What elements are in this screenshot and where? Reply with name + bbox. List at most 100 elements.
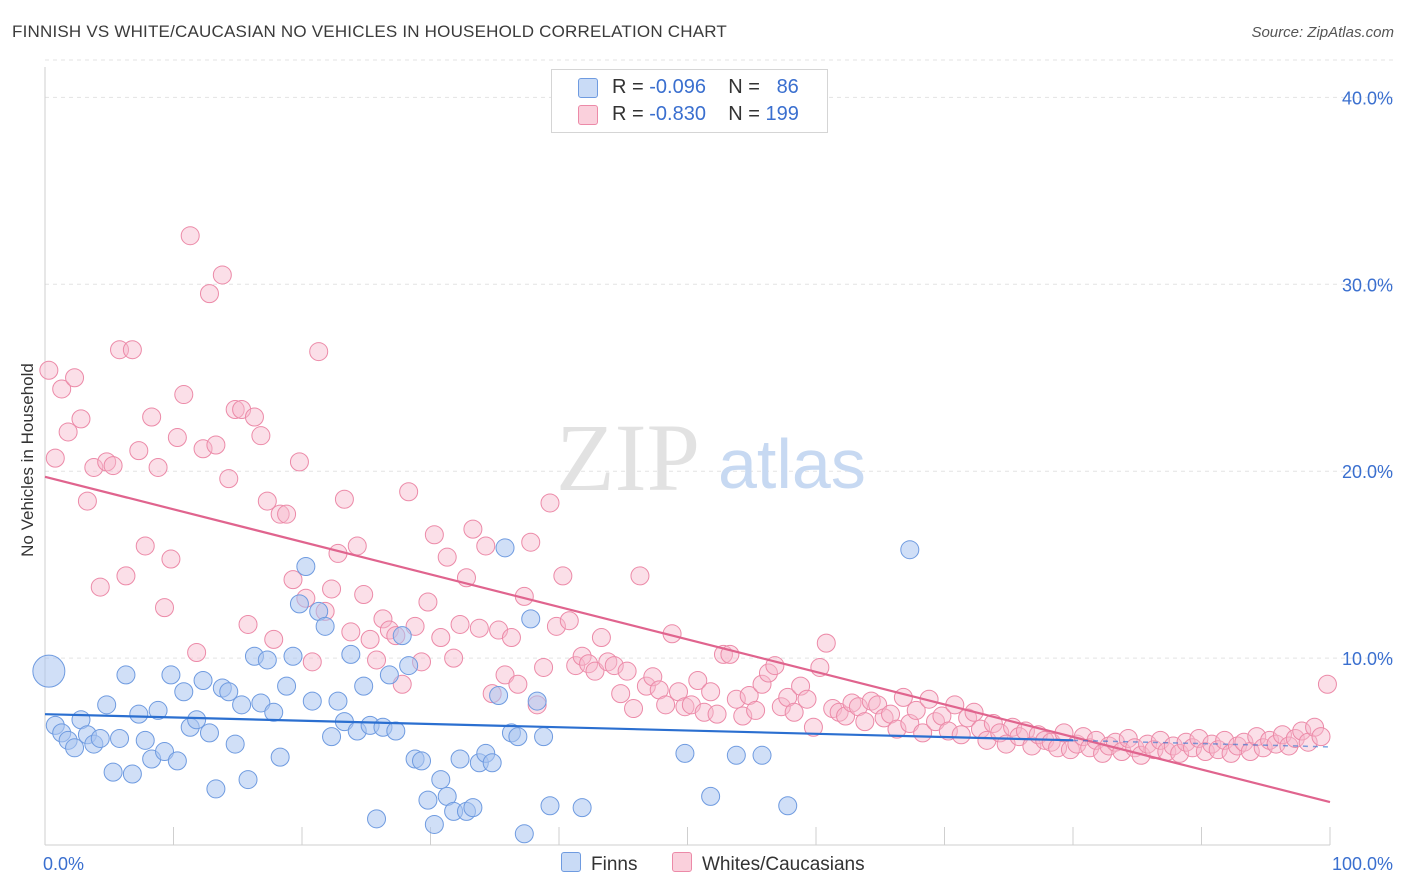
y-tick-label: 40.0% <box>1342 88 1393 108</box>
whites-point <box>624 699 644 719</box>
trend-lines <box>44 475 1331 804</box>
finns-point <box>232 695 252 715</box>
whites-point <box>270 504 290 524</box>
finns-swatch <box>561 852 581 872</box>
whites-point <box>816 633 836 653</box>
whites-point <box>225 400 245 420</box>
whites-point <box>675 697 695 717</box>
finns-point <box>161 665 181 685</box>
finns-point <box>572 798 592 818</box>
whites-point <box>71 409 91 429</box>
whites-point <box>553 566 573 586</box>
whites-point <box>604 656 624 676</box>
finns-point <box>32 654 66 688</box>
finns-point <box>675 743 695 763</box>
y-tick-label: 30.0% <box>1342 275 1393 295</box>
finns-point <box>283 646 303 666</box>
whites-point <box>617 661 637 681</box>
whites-point <box>199 284 219 304</box>
whites-point <box>129 441 149 461</box>
whites-point <box>424 525 444 545</box>
whites-point <box>52 379 72 399</box>
whites-point <box>212 265 232 285</box>
finns-point <box>399 656 419 676</box>
whites-point <box>180 226 200 246</box>
finns-trend-line <box>44 713 1074 742</box>
legend-r-value: -0.830 <box>649 103 706 125</box>
whites-point <box>938 721 958 741</box>
whites-point <box>611 684 631 704</box>
finns-point <box>110 728 130 748</box>
whites-point <box>701 682 721 702</box>
whites-point <box>1305 717 1325 737</box>
whites-point <box>334 489 354 509</box>
whites-point <box>1234 732 1254 752</box>
y-tick-label: 10.0% <box>1342 649 1393 669</box>
whites-point <box>90 577 110 597</box>
whites-point <box>135 536 155 556</box>
whites-point <box>1292 721 1312 741</box>
whites-point <box>1118 728 1138 748</box>
finns-point <box>341 644 361 664</box>
whites-point <box>257 491 277 511</box>
whites-point <box>758 663 778 683</box>
whites-point <box>45 448 65 468</box>
finns-point <box>482 753 502 773</box>
whites-point <box>405 616 425 636</box>
whites-point <box>572 646 592 666</box>
whites-point <box>951 725 971 745</box>
whites-point <box>122 340 142 360</box>
finns-point <box>264 702 284 722</box>
whites-point <box>463 519 483 539</box>
finns-label: Finns <box>591 854 638 875</box>
watermark-atlas: atlas <box>718 425 866 503</box>
whites-point <box>437 547 457 567</box>
whites-point <box>656 695 676 715</box>
whites-point <box>354 585 374 605</box>
finns-point <box>103 762 123 782</box>
finns-point <box>521 609 541 629</box>
whites-point <box>264 629 284 649</box>
whites-point <box>418 592 438 612</box>
finns-point <box>328 691 348 711</box>
finns-point <box>199 723 219 743</box>
whites-point <box>829 702 849 722</box>
whites-point <box>277 504 297 524</box>
whites-point <box>1227 736 1247 756</box>
finns-point <box>116 665 136 685</box>
whites-point <box>322 579 342 599</box>
whites-point <box>444 648 464 668</box>
finns-point <box>514 824 534 844</box>
whites-point <box>309 342 329 362</box>
whites-point <box>476 536 496 556</box>
finns-point <box>315 616 335 636</box>
whites-point <box>148 457 168 477</box>
finns-point <box>148 700 168 720</box>
whites-point <box>341 622 361 642</box>
whites-point <box>167 428 187 448</box>
finns-point <box>174 682 194 702</box>
axes <box>44 67 1331 846</box>
finns-point <box>206 779 226 799</box>
x-tick-max: 100.0% <box>1332 854 1393 874</box>
whites-point <box>347 536 367 556</box>
whites-label: Whites/Caucasians <box>702 854 865 875</box>
finns-point <box>257 650 277 670</box>
whites-point <box>373 609 393 629</box>
finns-point <box>65 738 85 758</box>
whites-point <box>752 674 772 694</box>
finns-trend-extension <box>1072 739 1331 748</box>
whites-point <box>540 493 560 513</box>
finns-point <box>167 751 187 771</box>
legend-r-label: R = <box>612 76 644 98</box>
finns-point <box>386 721 406 741</box>
finns-point <box>251 693 271 713</box>
whites-point <box>238 614 258 634</box>
whites-point <box>726 689 746 709</box>
whites-point <box>585 661 605 681</box>
whites-point <box>546 616 566 636</box>
source-note: Source: ZipAtlas.com <box>1251 24 1394 41</box>
whites-points <box>39 226 1337 765</box>
finns-point <box>193 671 213 691</box>
y-tick-label: 20.0% <box>1342 462 1393 482</box>
